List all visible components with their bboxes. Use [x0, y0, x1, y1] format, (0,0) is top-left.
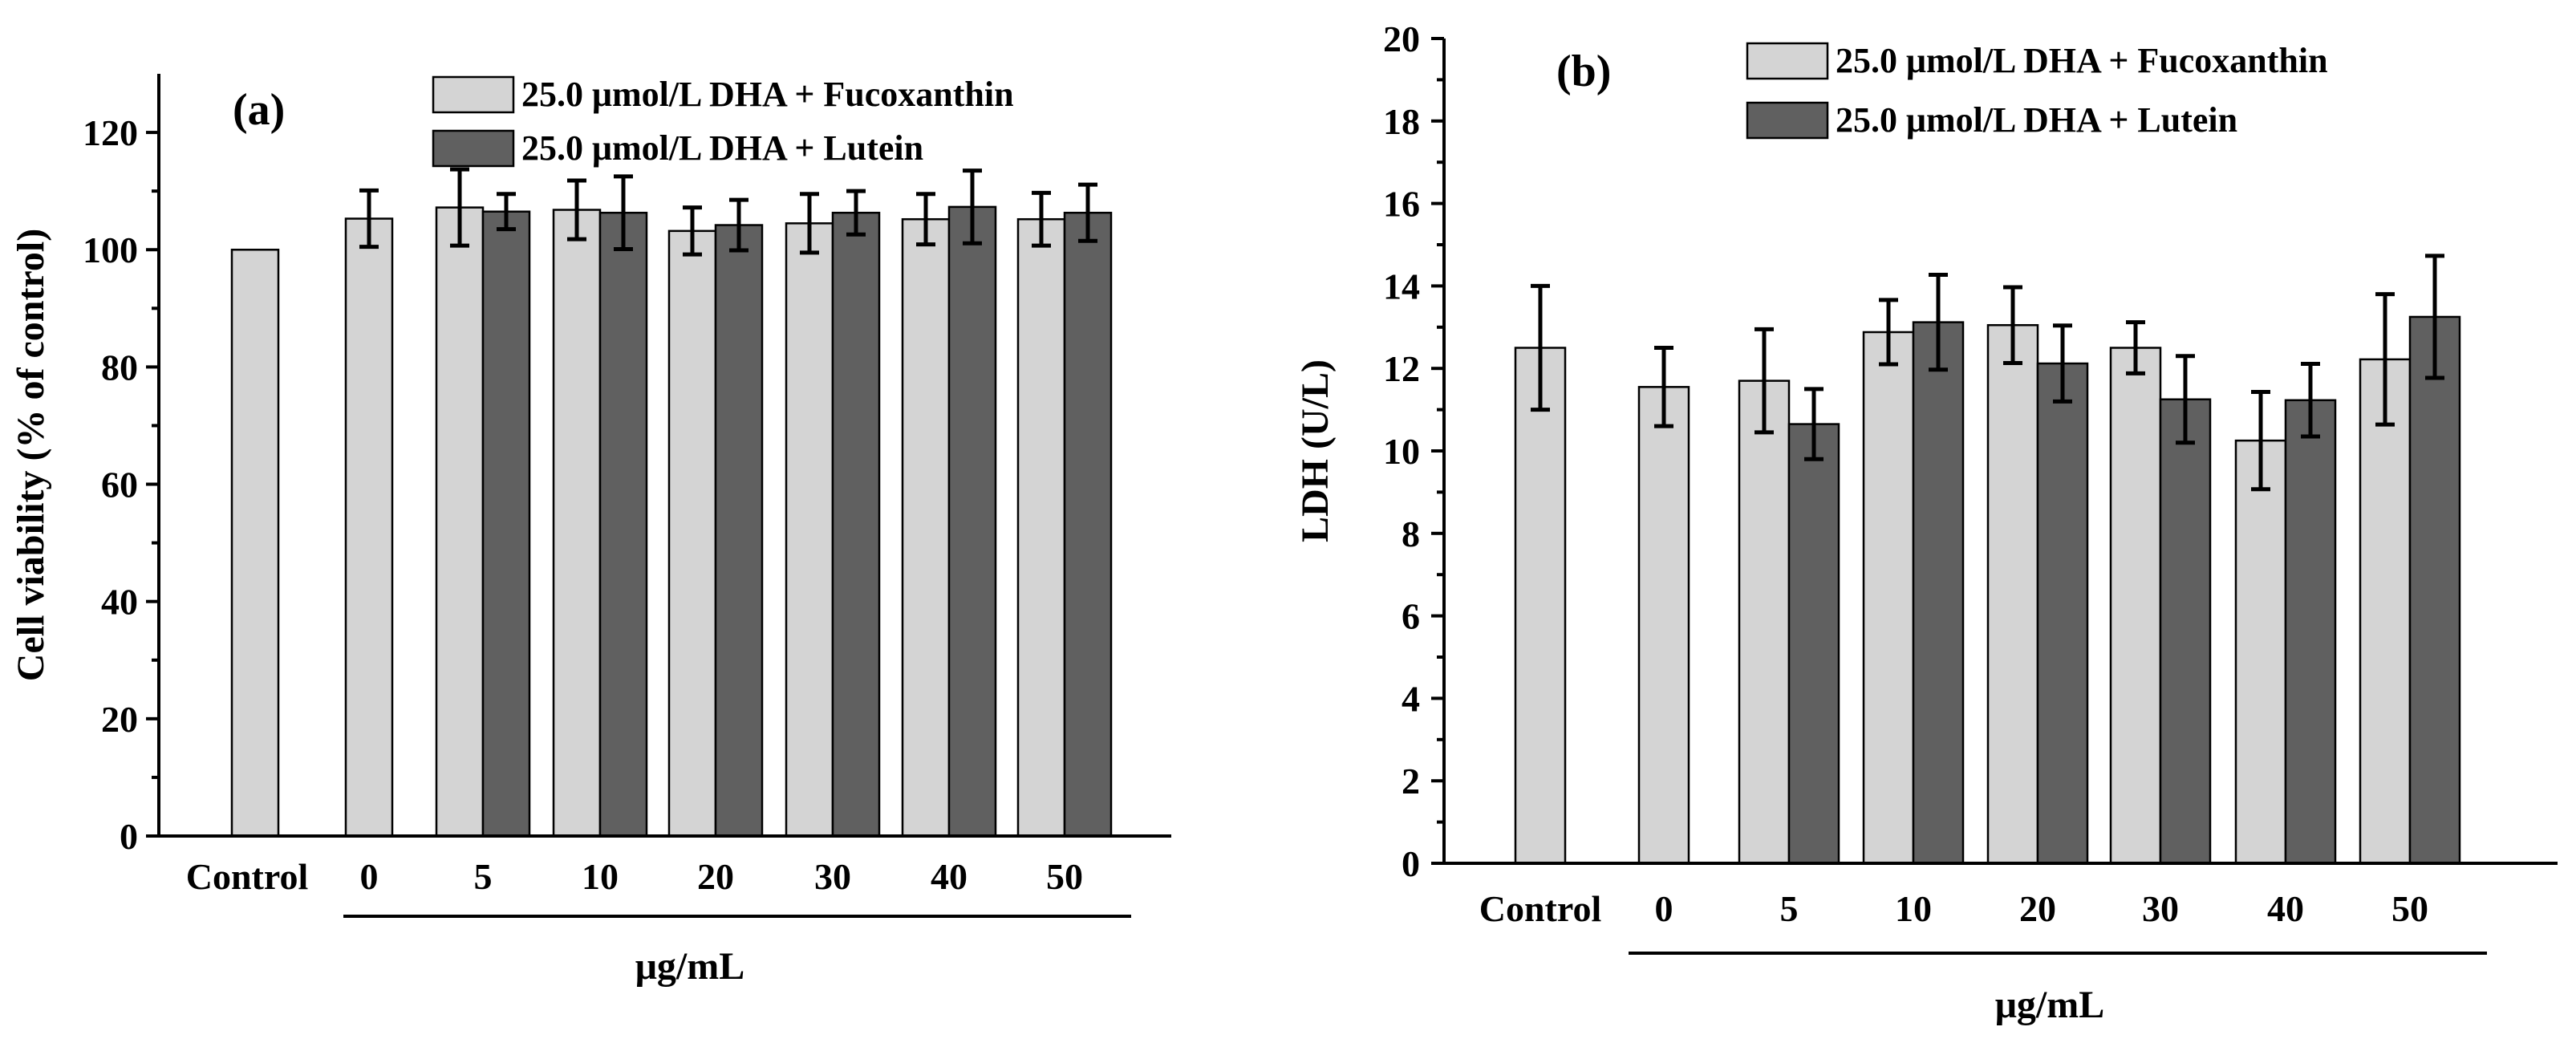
- bar: [1738, 379, 1791, 865]
- x-tick-label: 40: [2267, 888, 2304, 929]
- bar: [435, 206, 485, 838]
- y-tick-label: 16: [1383, 184, 1420, 225]
- legend-swatch: [1746, 42, 1829, 80]
- y-tick-label: 120: [83, 112, 138, 153]
- x-axis-title: μg/mL: [1995, 984, 2105, 1026]
- bar: [2284, 399, 2337, 865]
- y-tick-label: 60: [101, 465, 138, 505]
- bar: [1016, 217, 1066, 838]
- y-tick-label: 100: [83, 229, 138, 270]
- x-axis-title: μg/mL: [635, 945, 745, 988]
- bar: [2036, 362, 2089, 865]
- y-tick-label: 80: [101, 347, 138, 388]
- legend-swatch: [432, 75, 515, 114]
- x-tick-label: Control: [1479, 888, 1602, 929]
- y-tick-label: 18: [1383, 101, 1420, 142]
- bar: [1063, 211, 1113, 838]
- x-tick-label: 10: [1895, 888, 1932, 929]
- legend-label: 25.0 μmol/L DHA + Lutein: [521, 128, 923, 168]
- x-tick-label: 10: [582, 856, 619, 897]
- y-tick-label: 0: [1402, 843, 1420, 884]
- panel-b: Control 0 5 10 20 30 40 50 0 2 4 6 8 10 12 14 16 18 20 μg/m…: [1294, 18, 2558, 1026]
- y-tick-label: 10: [1383, 431, 1420, 472]
- bar: [785, 222, 834, 838]
- legend-label: 25.0 μmol/L DHA + Fucoxanthin: [521, 75, 1014, 114]
- bar: [714, 224, 764, 838]
- panel-label: (a): [233, 85, 285, 135]
- x-tick-label: 20: [697, 856, 734, 897]
- y-tick-label: 14: [1383, 266, 1420, 306]
- x-tick-label: 50: [2391, 888, 2428, 929]
- bar: [230, 248, 280, 838]
- bar: [1912, 321, 1965, 865]
- y-tick-label: 6: [1402, 596, 1420, 637]
- x-tick-label: 30: [814, 856, 851, 897]
- y-tick-label: 2: [1402, 761, 1420, 802]
- bar: [1514, 347, 1567, 865]
- bar: [947, 205, 997, 838]
- x-tick-label: 0: [360, 856, 379, 897]
- bar: [831, 211, 881, 838]
- y-axis-title: Cell viability (% of control): [10, 229, 52, 681]
- y-axis-title: LDH (U/L): [1294, 359, 1337, 542]
- x-tick-label: 40: [931, 856, 968, 897]
- bar: [552, 209, 602, 838]
- bar: [2159, 398, 2212, 865]
- x-tick-label: 20: [2019, 888, 2056, 929]
- bar: [1986, 323, 2039, 865]
- bar: [1637, 386, 1690, 865]
- x-tick-label: 50: [1046, 856, 1083, 897]
- panel-a: Control 0 5 10 20 30 40 50 0 20 40 60 80 100 120 μg/mL C…: [10, 74, 1171, 988]
- y-tick-label: 20: [1383, 18, 1420, 59]
- x-tick-label: 5: [1780, 888, 1799, 929]
- bar: [2408, 315, 2461, 865]
- bar: [481, 210, 531, 838]
- bar: [598, 211, 648, 838]
- legend-label: 25.0 μmol/L DHA + Fucoxanthin: [1836, 41, 2328, 80]
- x-tick-label: 0: [1655, 888, 1673, 929]
- legend-swatch: [432, 129, 515, 168]
- y-tick-label: 20: [101, 699, 138, 740]
- y-tick-label: 4: [1402, 678, 1420, 719]
- bar: [667, 229, 717, 838]
- panel-label: (b): [1556, 47, 1611, 96]
- bar: [2109, 347, 2162, 865]
- y-tick-label: 40: [101, 582, 138, 623]
- y-tick-label: 8: [1402, 513, 1420, 554]
- x-tick-label: Control: [186, 856, 309, 897]
- legend-label: 25.0 μmol/L DHA + Lutein: [1836, 100, 2237, 140]
- bar: [2359, 358, 2412, 865]
- bar: [1862, 331, 1915, 865]
- x-tick-label: 5: [474, 856, 493, 897]
- legend-swatch: [1746, 101, 1829, 140]
- bar: [901, 217, 951, 838]
- y-tick-label: 12: [1383, 348, 1420, 389]
- y-tick-label: 0: [120, 816, 138, 857]
- x-tick-label: 30: [2142, 888, 2179, 929]
- bar: [344, 217, 394, 838]
- bar: [2234, 439, 2287, 865]
- bar: [1787, 423, 1840, 865]
